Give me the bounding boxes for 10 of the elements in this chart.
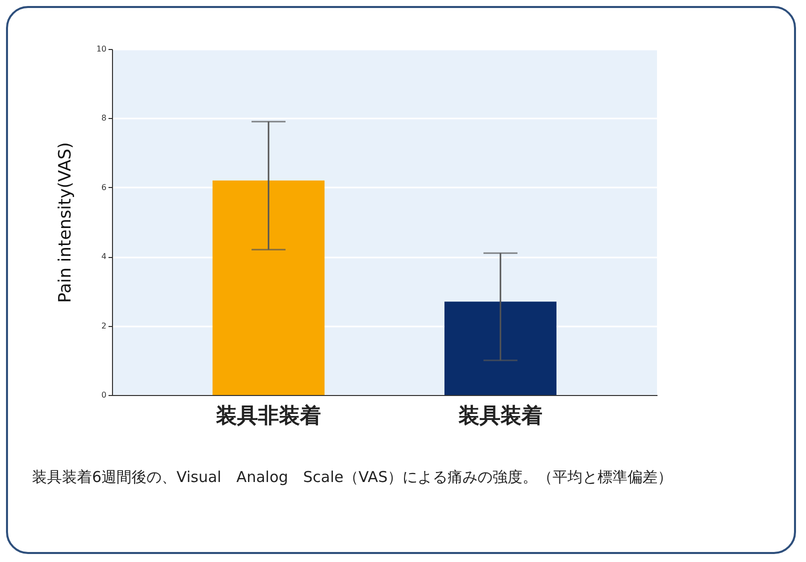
y-axis-title: Pain intensity(VAS) <box>55 142 76 303</box>
y-tick-label: 4 <box>101 252 106 262</box>
y-tick-label: 10 <box>96 44 106 54</box>
x-tick-label: 装具装着 <box>457 404 542 428</box>
x-tick-label: 装具非装着 <box>215 404 322 428</box>
y-tick-label: 8 <box>101 114 106 123</box>
y-tick-label: 0 <box>101 390 106 400</box>
y-tick-label: 6 <box>101 182 106 192</box>
y-tick-label: 2 <box>101 321 106 330</box>
text: 装具装着6週間後の、Visual Analog Scale（VAS）による痛みの強度。（平均と標準偏差） <box>32 467 674 488</box>
